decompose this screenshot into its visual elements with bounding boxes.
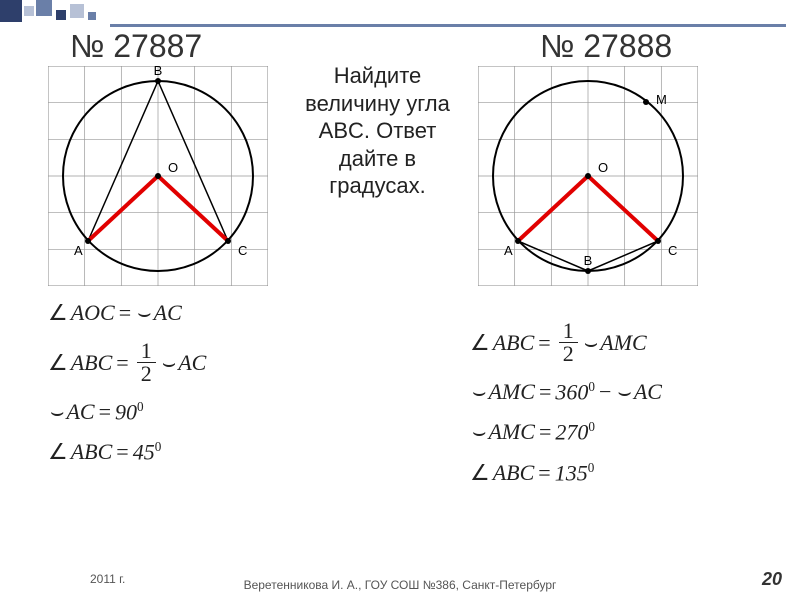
- header-decor: [0, 0, 110, 30]
- diagram-right: A B C O M: [478, 66, 698, 286]
- formulas-right: ∠ABC=12⌣AMC⌣AMC=3600−⌣AC⌣AMC=2700∠ABC=13…: [470, 320, 750, 500]
- diagram-left: A B C O: [48, 66, 268, 286]
- footer-credit: Веретенникова И. А., ГОУ СОШ №386, Санкт…: [0, 578, 800, 592]
- instruction-text: Найдите величину угла ABC. Ответ дайте в…: [290, 62, 465, 200]
- svg-text:M: M: [656, 92, 667, 107]
- header-line: [110, 24, 786, 27]
- svg-text:A: A: [504, 243, 513, 258]
- svg-text:C: C: [668, 243, 677, 258]
- title-right: № 27888: [540, 28, 672, 65]
- svg-text:B: B: [584, 253, 593, 268]
- svg-text:O: O: [598, 160, 608, 175]
- svg-text:C: C: [238, 243, 247, 258]
- svg-text:O: O: [168, 160, 178, 175]
- svg-text:B: B: [154, 66, 163, 78]
- page-number: 20: [762, 569, 782, 590]
- title-left: № 27887: [70, 28, 202, 65]
- svg-text:A: A: [74, 243, 83, 258]
- formulas-left: ∠AOC=⌣AC∠ABC=12⌣AC⌣AC=900∠ABC=450: [48, 300, 308, 480]
